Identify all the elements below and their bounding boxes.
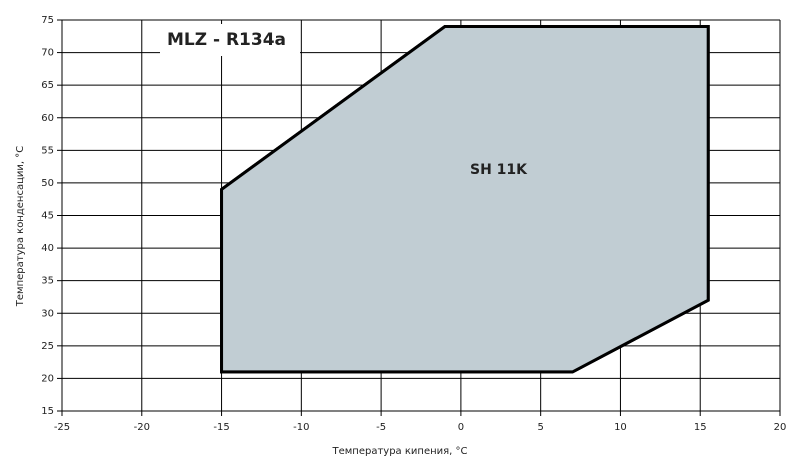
y-tick-label: 70 bbox=[41, 48, 54, 59]
y-tick-label: 65 bbox=[41, 80, 54, 91]
chart-title: MLZ - R134a bbox=[167, 30, 286, 50]
envelope bbox=[220, 25, 710, 374]
y-tick-label: 20 bbox=[41, 373, 54, 384]
x-tick-label: -5 bbox=[376, 422, 386, 433]
x-tick-label: 10 bbox=[614, 422, 627, 433]
y-tick-label: 45 bbox=[41, 211, 54, 222]
x-tick-label: -15 bbox=[213, 422, 229, 433]
x-tick-label: 0 bbox=[458, 422, 464, 433]
title-box bbox=[160, 24, 300, 56]
x-tick-label: -25 bbox=[54, 422, 70, 433]
y-axis-label: Температура конденсации, °C bbox=[15, 146, 26, 307]
y-tick-label: 75 bbox=[41, 15, 54, 26]
x-axis-label: Температура кипения, °C bbox=[332, 446, 468, 457]
x-tick-label: -20 bbox=[134, 422, 150, 433]
y-tick-label: 50 bbox=[41, 178, 54, 189]
y-tick-label: 25 bbox=[41, 341, 54, 352]
x-tick-label: -10 bbox=[293, 422, 309, 433]
y-tick-label: 30 bbox=[41, 308, 54, 319]
y-tick-label: 15 bbox=[41, 406, 54, 417]
annotation: SH 11K bbox=[470, 162, 528, 178]
y-tick-label: 35 bbox=[41, 276, 54, 287]
y-tick-label: 40 bbox=[41, 243, 54, 254]
y-tick-label: 60 bbox=[41, 113, 54, 124]
x-tick-label: 5 bbox=[537, 422, 543, 433]
x-tick-label: 15 bbox=[694, 422, 707, 433]
y-tick-label: 55 bbox=[41, 145, 54, 156]
x-tick-label: 20 bbox=[774, 422, 787, 433]
